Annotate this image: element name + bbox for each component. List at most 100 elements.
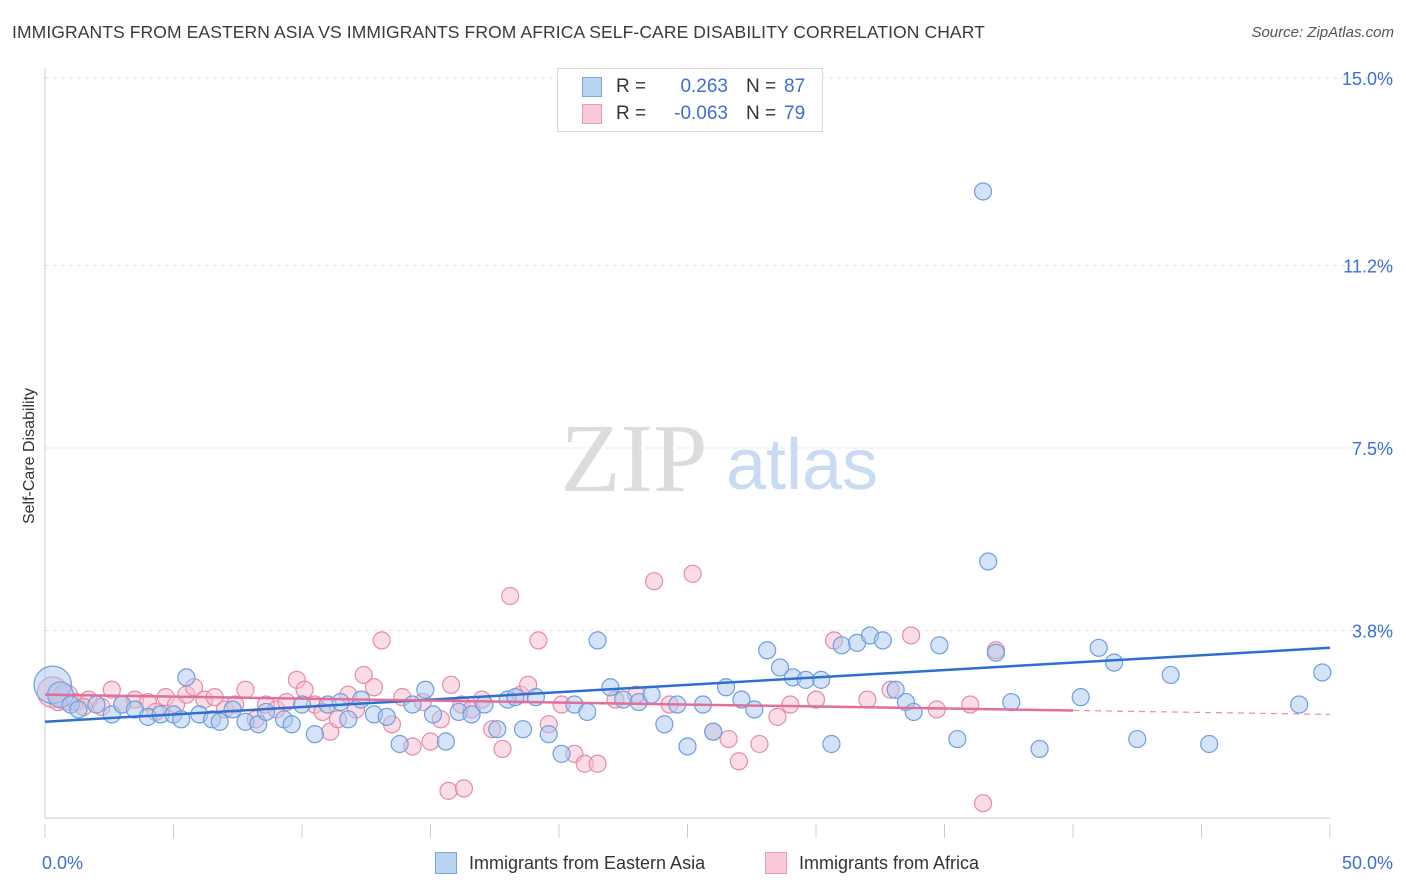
- x-tick-label: 0.0%: [42, 853, 83, 873]
- eastern-asia-point: [1071, 688, 1090, 707]
- eastern-asia-point: [256, 702, 276, 722]
- y-axis-label: Self-Care Disability: [21, 387, 38, 525]
- africa-point: [102, 680, 121, 699]
- africa-point: [439, 781, 458, 800]
- eastern-asia-point: [436, 732, 456, 751]
- eastern-asia-point: [282, 715, 301, 734]
- eastern-asia-point: [732, 690, 751, 709]
- legend-n-label: N =: [746, 103, 777, 124]
- africa-point: [421, 732, 440, 751]
- africa-point: [441, 675, 461, 694]
- eastern-asia-point: [488, 720, 507, 739]
- eastern-asia-point: [812, 670, 831, 689]
- eastern-asia-point: [305, 725, 324, 744]
- legend-row-eastern-asia: R = 0.263 N = 87: [582, 76, 805, 98]
- eastern-asia-point: [210, 712, 229, 731]
- eastern-asia-point: [539, 725, 558, 744]
- y-tick-label: 15.0%: [1342, 69, 1393, 89]
- eastern-asia-point: [678, 737, 697, 756]
- legend-swatch-pink: [582, 104, 602, 124]
- africa-point: [806, 690, 826, 709]
- eastern-asia-point: [390, 734, 409, 754]
- africa-trend-extension: [1072, 709, 1331, 715]
- y-tick-label: 7.5%: [1352, 439, 1393, 459]
- grid-lines: [45, 77, 1394, 632]
- eastern-asia-point: [758, 641, 777, 660]
- eastern-asia-point: [1089, 638, 1108, 657]
- africa-point: [858, 690, 877, 709]
- eastern-asia-trend-line: [44, 646, 1331, 724]
- eastern-asia-point: [704, 722, 723, 741]
- eastern-asia-point: [377, 707, 396, 726]
- eastern-asia-point: [552, 744, 571, 763]
- eastern-asia-point: [475, 695, 494, 714]
- legend-r-value: 0.263: [680, 76, 728, 97]
- eastern-asia-point: [403, 695, 422, 714]
- y-tick-label: 3.8%: [1352, 622, 1393, 642]
- legend-r-value: -0.063: [674, 103, 728, 124]
- eastern-asia-point: [588, 631, 607, 650]
- legend-swatch-blue: [435, 852, 457, 874]
- eastern-asia-point: [655, 715, 674, 734]
- eastern-asia-point: [822, 734, 841, 754]
- legend-item-eastern-asia[interactable]: Immigrants from Eastern Asia: [435, 852, 705, 874]
- eastern-asia-point: [1105, 653, 1124, 672]
- eastern-asia-point: [331, 692, 350, 712]
- watermark: ZIP atlas: [561, 405, 879, 513]
- legend-item-africa[interactable]: Immigrants from Africa: [765, 852, 979, 874]
- series-legend: Immigrants from Eastern Asia Immigrants …: [0, 852, 1406, 878]
- africa-point: [768, 707, 787, 726]
- eastern-asia-point: [614, 690, 633, 709]
- eastern-asia-point: [948, 729, 967, 749]
- africa-point: [364, 678, 384, 697]
- eastern-asia-point: [979, 552, 998, 571]
- africa-points: [36, 564, 1006, 813]
- africa-point: [501, 586, 520, 606]
- africa-point: [295, 680, 314, 699]
- tick-labels: 3.8% 7.5% 11.2% 15.0% 0.0% 50.0%: [42, 69, 1393, 873]
- eastern-asia-point: [886, 680, 905, 699]
- africa-point: [493, 739, 512, 759]
- legend-swatch-pink: [765, 852, 787, 874]
- eastern-asia-point: [1002, 692, 1021, 712]
- eastern-asia-point: [177, 668, 196, 687]
- africa-point: [961, 695, 980, 714]
- eastern-asia-point: [1313, 663, 1332, 682]
- africa-point: [454, 779, 474, 798]
- legend-swatch-blue: [582, 77, 602, 97]
- watermark-atlas: atlas: [726, 425, 878, 505]
- africa-point: [644, 572, 664, 591]
- eastern-asia-point: [69, 700, 88, 719]
- source-label: Source: ZipAtlas.com: [1251, 24, 1394, 41]
- eastern-asia-point: [513, 720, 533, 739]
- eastern-asia-point: [904, 702, 923, 722]
- eastern-asia-point: [87, 695, 106, 714]
- eastern-asia-point: [292, 695, 312, 714]
- eastern-asia-point: [973, 182, 993, 201]
- legend-label-eastern-asia: Immigrants from Eastern Asia: [469, 852, 706, 873]
- africa-trend-line: [44, 693, 1074, 712]
- eastern-asia-point: [578, 702, 597, 722]
- eastern-asia-point: [1200, 734, 1219, 754]
- chart-title: IMMIGRANTS FROM EASTERN ASIA VS IMMIGRAN…: [12, 22, 985, 42]
- eastern-asia-point: [832, 636, 851, 655]
- eastern-asia-point: [1030, 739, 1049, 759]
- eastern-asia-point: [416, 680, 435, 699]
- eastern-asia-point: [339, 710, 358, 729]
- africa-point: [683, 564, 702, 583]
- y-tick-label: 11.2%: [1343, 256, 1393, 276]
- legend-r-label: R =: [616, 76, 647, 97]
- africa-point: [529, 631, 548, 650]
- africa-point: [901, 626, 921, 645]
- x-tick-label: 50.0%: [1342, 853, 1393, 873]
- africa-point: [236, 680, 255, 699]
- eastern-asia-point: [986, 643, 1006, 662]
- legend-row-africa: R = -0.063 N = 79: [582, 103, 805, 125]
- eastern-asia-point: [462, 705, 481, 724]
- eastern-asia-point: [1290, 695, 1309, 714]
- correlation-legend: R = 0.263 N = 87 R = -0.063 N = 79: [557, 68, 823, 132]
- eastern-asia-point: [423, 705, 443, 724]
- africa-point: [719, 729, 738, 749]
- legend-r-label: R =: [616, 103, 647, 124]
